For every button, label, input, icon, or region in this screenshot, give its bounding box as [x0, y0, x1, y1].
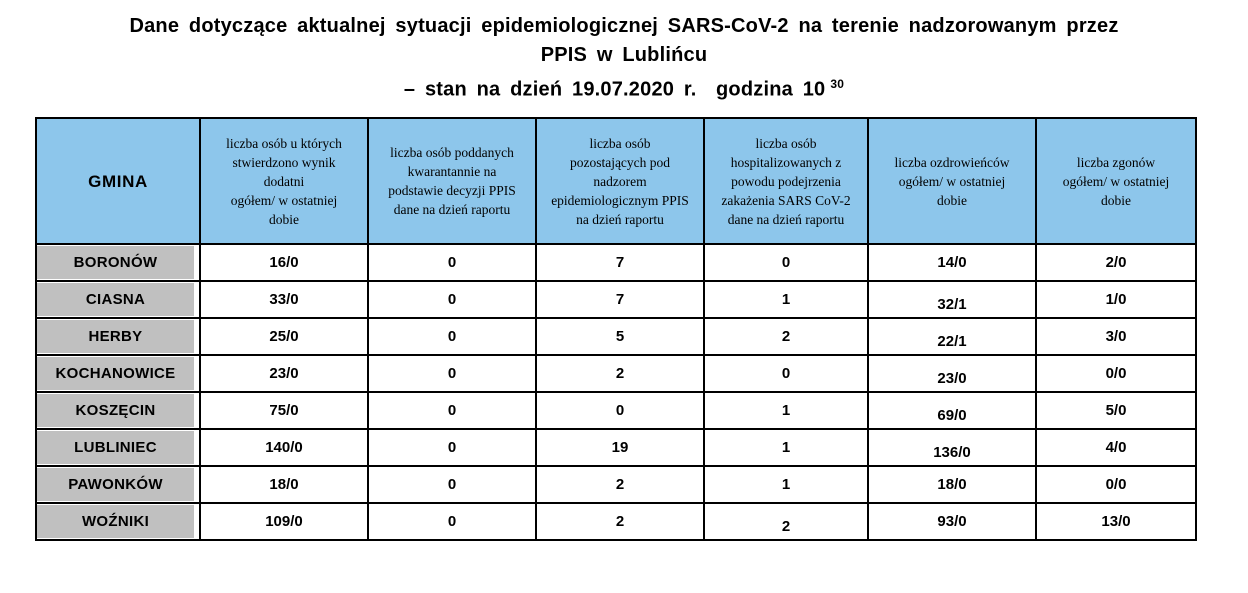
row-label-cell: WOŹNIKI — [35, 502, 201, 541]
cell-quarantine: 0 — [367, 502, 537, 541]
cell-surveillance: 2 — [535, 354, 705, 393]
table-row-ciasna: CIASNA 33/0 0 7 1 32/1 1/0 — [35, 280, 1197, 319]
title-line-1: Dane dotyczące aktualnej sytuacji epidem… — [129, 15, 1119, 37]
table-row-kochanowice: KOCHANOWICE 23/0 0 2 0 23/0 0/0 — [35, 354, 1197, 393]
cell-deaths: 4/0 — [1035, 428, 1197, 467]
cell-positive: 25/0 — [199, 317, 369, 356]
gmina-name: WOŹNIKI — [37, 505, 194, 538]
column-header-deaths: liczba zgonów ogółem/ w ostatniej dobie — [1035, 117, 1197, 245]
cell-surveillance: 2 — [535, 465, 705, 504]
cell-recovered: 93/0 — [867, 502, 1037, 541]
gmina-name: HERBY — [37, 320, 194, 353]
row-label-cell: CIASNA — [35, 280, 201, 319]
cell-recovered: 136/0 — [867, 428, 1037, 467]
cell-quarantine: 0 — [367, 317, 537, 356]
cell-surveillance: 0 — [535, 391, 705, 430]
row-label-cell: PAWONKÓW — [35, 465, 201, 504]
cell-hospitalized: 1 — [703, 465, 869, 504]
table-row-pawonkow: PAWONKÓW 18/0 0 2 1 18/0 0/0 — [35, 465, 1197, 504]
row-label-cell: LUBLINIEC — [35, 428, 201, 467]
cell-recovered: 18/0 — [867, 465, 1037, 504]
cell-quarantine: 0 — [367, 354, 537, 393]
cell-quarantine: 0 — [367, 465, 537, 504]
cell-recovered: 14/0 — [867, 243, 1037, 282]
column-header-gmina: GMINA — [35, 117, 201, 245]
gmina-name: CIASNA — [37, 283, 194, 316]
column-header-quarantine: liczba osób poddanych kwarantannie na po… — [367, 117, 537, 245]
cell-surveillance: 7 — [535, 243, 705, 282]
cell-positive: 109/0 — [199, 502, 369, 541]
cell-hospitalized: 0 — [703, 243, 869, 282]
column-header-hospitalized: liczba osób hospitalizowanych z powodu p… — [703, 117, 869, 245]
row-label-cell: KOCHANOWICE — [35, 354, 201, 393]
cell-deaths: 2/0 — [1035, 243, 1197, 282]
cell-deaths: 0/0 — [1035, 465, 1197, 504]
cell-recovered: 22/1 — [867, 317, 1037, 356]
cell-recovered: 23/0 — [867, 354, 1037, 393]
cell-recovered: 69/0 — [867, 391, 1037, 430]
gmina-name: PAWONKÓW — [37, 468, 194, 501]
cell-hospitalized: 1 — [703, 428, 869, 467]
column-header-surveillance: liczba osób pozostających pod nadzorem e… — [535, 117, 705, 245]
cell-positive: 16/0 — [199, 243, 369, 282]
epidemiology-table: GMINA liczba osób u których stwierdzono … — [35, 117, 1197, 541]
cell-deaths: 13/0 — [1035, 502, 1197, 541]
cell-hospitalized: 0 — [703, 354, 869, 393]
table-row-wozniki: WOŹNIKI 109/0 0 2 2 93/0 13/0 — [35, 502, 1197, 541]
cell-hospitalized: 1 — [703, 280, 869, 319]
header-row: GMINA liczba osób u których stwierdzono … — [35, 117, 1197, 245]
cell-surveillance: 5 — [535, 317, 705, 356]
cell-quarantine: 0 — [367, 243, 537, 282]
title-line-3: – stan na dzień 19.07.2020 r. godzina 10… — [0, 70, 1248, 105]
column-header-positive-cases: liczba osób u których stwierdzono wynik … — [199, 117, 369, 245]
cell-positive: 33/0 — [199, 280, 369, 319]
cell-deaths: 0/0 — [1035, 354, 1197, 393]
cell-positive: 23/0 — [199, 354, 369, 393]
table-header: GMINA liczba osób u których stwierdzono … — [35, 117, 1197, 245]
title-line-2: PPIS w Lublińcu — [540, 44, 708, 66]
cell-quarantine: 0 — [367, 280, 537, 319]
row-label-cell: HERBY — [35, 317, 201, 356]
table-row-boronow: BORONÓW 16/0 0 7 0 14/0 2/0 — [35, 243, 1197, 282]
cell-quarantine: 0 — [367, 428, 537, 467]
title-line-3-text: – stan na dzień 19.07.2020 r. godzina 10 — [403, 78, 826, 101]
page-title: Dane dotyczące aktualnej sytuacji epidem… — [0, 12, 1248, 105]
cell-deaths: 1/0 — [1035, 280, 1197, 319]
cell-deaths: 5/0 — [1035, 391, 1197, 430]
gmina-name: KOSZĘCIN — [37, 394, 194, 427]
cell-deaths: 3/0 — [1035, 317, 1197, 356]
column-header-recovered: liczba ozdrowieńców ogółem/ w ostatniej … — [867, 117, 1037, 245]
cell-recovered: 32/1 — [867, 280, 1037, 319]
cell-hospitalized: 2 — [703, 502, 869, 541]
row-label-cell: KOSZĘCIN — [35, 391, 201, 430]
table-row-lubliniec: LUBLINIEC 140/0 0 19 1 136/0 4/0 — [35, 428, 1197, 467]
cell-positive: 140/0 — [199, 428, 369, 467]
gmina-name: LUBLINIEC — [37, 431, 194, 464]
table-row-koszecin: KOSZĘCIN 75/0 0 0 1 69/0 5/0 — [35, 391, 1197, 430]
cell-surveillance: 7 — [535, 280, 705, 319]
cell-hospitalized: 2 — [703, 317, 869, 356]
gmina-name: BORONÓW — [37, 246, 194, 279]
gmina-name: KOCHANOWICE — [37, 357, 194, 390]
cell-positive: 75/0 — [199, 391, 369, 430]
cell-positive: 18/0 — [199, 465, 369, 504]
cell-surveillance: 19 — [535, 428, 705, 467]
cell-hospitalized: 1 — [703, 391, 869, 430]
row-label-cell: BORONÓW — [35, 243, 201, 282]
title-superscript: 30 — [830, 77, 845, 91]
table-row-herby: HERBY 25/0 0 5 2 22/1 3/0 — [35, 317, 1197, 356]
cell-quarantine: 0 — [367, 391, 537, 430]
table-body: BORONÓW 16/0 0 7 0 14/0 2/0 CIASNA 33/0 … — [35, 243, 1197, 541]
cell-surveillance: 2 — [535, 502, 705, 541]
